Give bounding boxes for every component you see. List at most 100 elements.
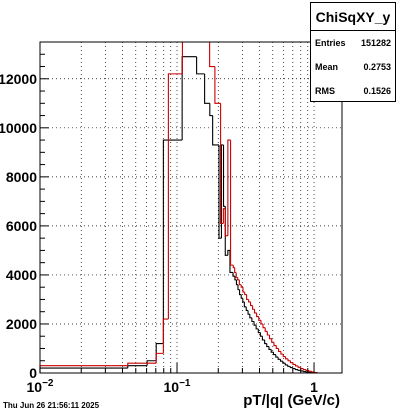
x-tick-label: 1 [310,379,318,395]
histogram-bin [262,323,266,329]
histogram-bin [255,325,259,330]
histogram-bin [257,328,261,334]
histogram-bin [289,360,293,364]
timestamp: Thu Jun 26 21:56:11 2025 [3,401,100,410]
histogram-bin [261,336,265,341]
x-tick-label: 10−1 [164,378,191,395]
histogram-bin [256,312,259,318]
histogram-bin [284,363,288,366]
histogram-bin [249,314,252,319]
histogram-bin [297,369,301,371]
histogram-bin [127,362,157,366]
histogram-bin [278,348,281,352]
stats-row-mean: Mean 0.2753 [311,55,395,79]
histogram-bin [227,139,231,236]
plot-frame [39,41,343,374]
stats-box: ChiSqXY_y Entries 151282 Mean 0.2753 RMS… [310,2,396,102]
y-tick-label: 8000 [6,169,37,185]
histogram-bin [220,144,224,239]
histogram-series-1 [39,56,316,374]
histogram-bin [214,66,221,104]
plot-background [40,42,342,373]
histogram-bin [218,144,222,239]
x-axis-label: pT/|q| (GeV/c) [243,392,340,409]
histogram-bin [279,359,283,362]
histogram-bin [302,370,307,373]
histogram-bin [155,352,164,364]
stats-rms-label: RMS [315,86,335,96]
stats-mean-label: Mean [315,62,339,72]
histogram-bin [212,115,220,146]
y-tick-label: 10000 [0,120,37,136]
histogram-bin [162,318,169,354]
histogram-bin [270,349,274,353]
histogram-bin [259,332,263,337]
histogram-bin [266,331,270,336]
stats-mean-value: 0.2753 [363,62,391,72]
histogram-bin [196,56,205,75]
x-tick-label: 10−2 [27,378,54,395]
stats-entries-label: Entries [315,38,346,48]
histogram-bin [294,364,299,367]
histogram-bin [249,301,253,307]
stats-entries-value: 151282 [360,38,391,48]
histogram-bin [264,327,268,332]
y-tick-label: 2000 [6,316,37,332]
series-layer [39,41,319,374]
histogram-bin [232,265,235,269]
histogram-bin [224,208,228,237]
histogram-bin [289,366,293,369]
histogram-bin [275,354,279,358]
y-tick-label: 12000 [0,71,37,87]
histogram-bin [252,305,255,310]
histogram-bin [308,370,312,372]
histogram-bin [285,356,289,360]
histogram-bin [260,320,263,325]
histogram-bin [264,339,267,345]
histogram-bin [244,292,247,296]
stats-rms-value: 0.1526 [363,86,391,96]
y-tick-label: 4000 [6,267,37,283]
histogram-bin [280,351,284,355]
histogram-bin [245,306,249,312]
histogram-bin [294,368,299,371]
histogram-bin [229,250,232,274]
histogram-bin [247,310,250,315]
histogram-bin [268,346,272,351]
histogram-bin [282,361,286,364]
stats-row-entries: Entries 151282 [311,31,395,55]
y-tick-label: 0 [29,365,37,381]
histogram-bin [253,309,257,314]
histogram-bin [234,267,237,274]
histogram-bin [237,277,240,281]
histogram-bin [258,316,261,321]
histogram-bin [204,73,210,104]
histogram-bin [167,73,183,320]
histogram-bin [240,284,243,288]
histogram-bin [209,103,213,117]
stats-title: ChiSqXY_y [311,3,395,31]
histogram-bin [282,354,286,358]
histogram-bin [209,42,215,68]
histogram-bin [251,317,255,323]
histogram-bin [162,139,183,344]
histogram-bin [246,294,249,300]
histogram-bin [243,301,247,308]
histogram-bin [222,208,226,224]
histogram-bin [242,287,245,293]
histogram-bin [287,358,291,362]
histogram-bin [275,345,279,350]
histogram-bin [146,360,157,366]
histogram-bin [242,298,245,303]
stats-row-rms: RMS 0.1526 [311,79,395,103]
histogram-bin [268,334,272,340]
histogram-bin [230,140,234,266]
histogram-bin [248,299,251,303]
histogram-bin [220,103,224,224]
histogram-bin [297,365,301,368]
axes: 0 2000 4000 6000 8000 10000 12000 10−2 10−1 1 [0,53,318,395]
histogram-bin [232,272,235,277]
histogram-bin [227,249,230,256]
histogram-bin [272,352,276,356]
